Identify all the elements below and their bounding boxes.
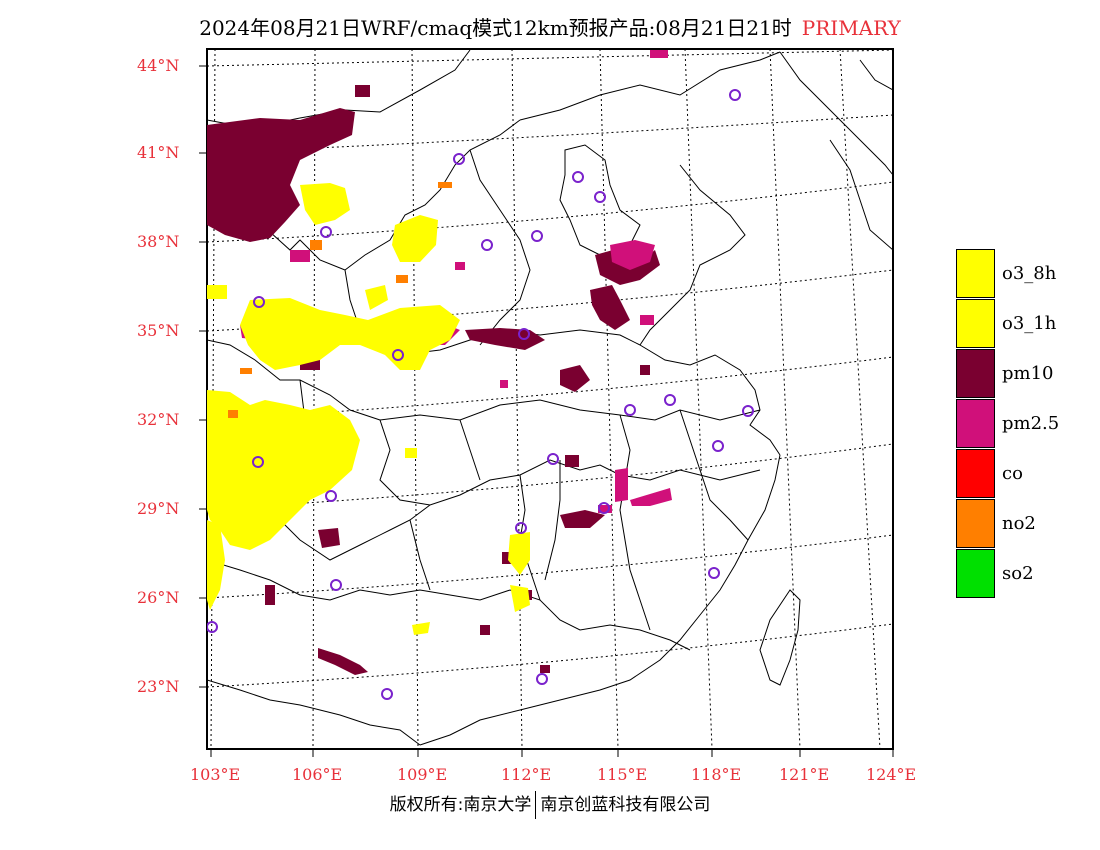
legend-swatch — [956, 299, 995, 348]
legend-label: pm10 — [1002, 363, 1054, 384]
lon-label: 115°E — [597, 765, 648, 784]
lat-label: 32°N — [137, 410, 180, 429]
copyright-right: 南京创蓝科技有限公司 — [540, 795, 711, 815]
legend-swatch — [956, 449, 995, 498]
primary-tag: PRIMARY — [801, 16, 901, 40]
lat-label: 35°N — [137, 321, 180, 340]
legend-swatch — [956, 349, 995, 398]
map-title: 2024年08月21日WRF/cmaq模式12km预报产品:08月21日21时 P… — [0, 12, 1100, 41]
map-frame — [206, 48, 894, 750]
station-markers — [207, 89, 754, 700]
boundaries — [207, 49, 893, 746]
copyright-left: 版权所有:南京大学 — [389, 795, 532, 815]
legend-swatch — [956, 499, 995, 548]
lon-label: 121°E — [779, 765, 830, 784]
legend-label: so2 — [1002, 563, 1034, 584]
footer-divider — [535, 791, 537, 819]
legend-swatch — [956, 399, 995, 448]
lat-label: 29°N — [137, 499, 180, 518]
no2-areas — [228, 182, 452, 418]
legend-label: no2 — [1002, 513, 1036, 534]
o3-areas — [207, 183, 530, 635]
legend-swatch — [956, 249, 995, 298]
legend-swatch — [956, 549, 995, 598]
lon-label: 118°E — [691, 765, 742, 784]
legend-label: co — [1002, 463, 1023, 484]
lon-label: 106°E — [292, 765, 343, 784]
legend-label: pm2.5 — [1002, 413, 1060, 434]
title-text: 2024年08月21日WRF/cmaq模式12km预报产品:08月21日21时 — [199, 16, 792, 40]
lon-label: 124°E — [866, 765, 917, 784]
legend-label: o3_8h — [1002, 263, 1057, 284]
lat-label: 23°N — [137, 677, 180, 696]
legend-label: o3_1h — [1002, 313, 1057, 334]
lon-label: 103°E — [190, 765, 241, 784]
lon-label: 109°E — [397, 765, 448, 784]
lon-label: 112°E — [501, 765, 552, 784]
copyright-footer: 版权所有:南京大学 南京创蓝科技有限公司 — [0, 790, 1100, 819]
graticule — [207, 49, 893, 749]
lat-label: 26°N — [137, 588, 180, 607]
lat-label: 44°N — [137, 56, 180, 75]
axis-ticks — [199, 65, 894, 757]
lat-label: 38°N — [137, 232, 180, 251]
lat-label: 41°N — [137, 143, 180, 162]
